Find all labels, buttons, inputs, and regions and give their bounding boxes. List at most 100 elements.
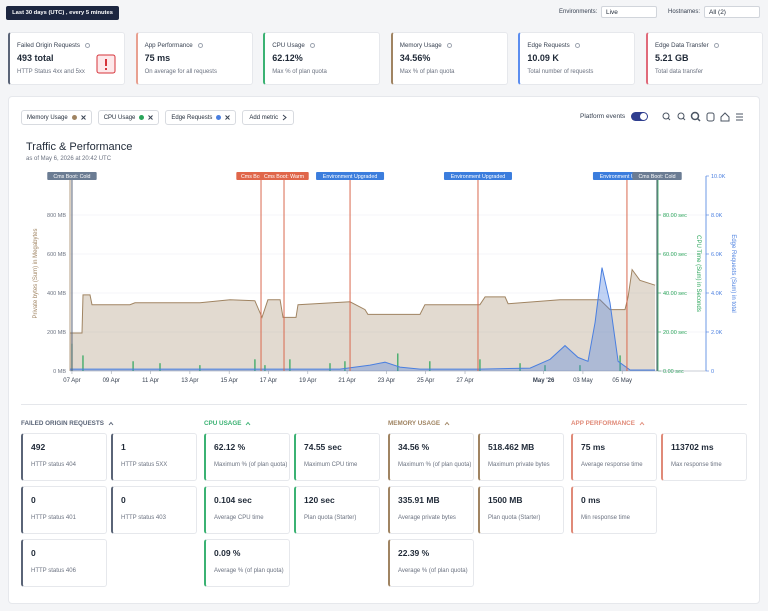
- x-tick-label: 27 Apr: [456, 378, 473, 384]
- summary-card[interactable]: App Performance 75 ms On average for all r…: [135, 32, 253, 85]
- card-note: Max % of plan quota: [399, 69, 455, 75]
- area-fill: [70, 267, 656, 371]
- metric-label: Average response time: [581, 462, 643, 468]
- event-badge: [443, 172, 512, 180]
- metric-label: Maximum % (of plan quota): [398, 462, 472, 468]
- y-tick-label: 800 MB: [47, 213, 66, 219]
- environment-select[interactable]: Live: [601, 6, 657, 18]
- chart: 0 MB 200 MB 400 MB 600 MB 800 MB 0.00 sec 20.0…: [33, 172, 736, 384]
- help-icon: [713, 42, 719, 48]
- metric-card: 0.09 % Average % (of plan quota): [204, 539, 290, 587]
- event-label: Environment Upgraded: [600, 174, 655, 180]
- metric-value: 0 ms: [581, 495, 601, 505]
- y2-tick-label: 40.00 sec: [663, 291, 687, 297]
- event-label: Cms Boot: Cold: [53, 174, 90, 180]
- metric-label: Max response time: [671, 462, 722, 468]
- card-title: Failed Origin Requests: [17, 42, 90, 49]
- hostnames-label: Hostnames:: [668, 9, 701, 15]
- metric-label: HTTP status 401: [31, 515, 76, 521]
- y3-tick-label: 4.0K: [711, 291, 723, 297]
- section-header[interactable]: CPU USAGE: [204, 420, 251, 427]
- help-icon: [197, 42, 203, 48]
- time-range-button[interactable]: Last 30 days (UTC) , every 5 minutes: [6, 6, 119, 20]
- chip-label: Memory Usage: [27, 114, 68, 121]
- collapse-icon[interactable]: [108, 421, 114, 426]
- collapse-icon[interactable]: [444, 421, 450, 426]
- section-header[interactable]: MEMORY USAGE: [388, 420, 450, 427]
- metric-chip[interactable]: Memory Usage: [21, 110, 92, 125]
- x-tick-label: 07 Apr: [63, 378, 80, 384]
- remove-icon[interactable]: [148, 115, 154, 120]
- series-line: [70, 267, 656, 371]
- section-title: MEMORY USAGE: [388, 420, 441, 427]
- home-icon[interactable]: [720, 112, 730, 122]
- menu-icon[interactable]: [736, 113, 743, 121]
- section-title: FAILED ORIGIN REQUESTS: [21, 420, 104, 427]
- metric-value: 0.104 sec: [214, 495, 252, 505]
- y3-axis-label: Edge Requests (Sum) in total: [730, 234, 736, 312]
- help-icon: [446, 42, 452, 48]
- remove-icon[interactable]: [225, 115, 231, 120]
- y3-tick-label: 0: [711, 369, 714, 375]
- y-tick-label: 400 MB: [47, 291, 66, 297]
- y-tick-label: 600 MB: [47, 252, 66, 258]
- chart-toolbar: [662, 111, 743, 122]
- summary-card[interactable]: CPU Usage 62.12% Max % of plan quota: [263, 32, 381, 85]
- metric-value: 75 ms: [581, 442, 606, 452]
- event-label: Cms Boot: Warm: [264, 174, 305, 180]
- metric-card: 1 HTTP status 5XX: [111, 433, 197, 481]
- metric-card: 62.12 % Maximum % (of plan quota): [204, 433, 290, 481]
- hostname-select[interactable]: All (2): [704, 6, 760, 18]
- add-metric-chip[interactable]: Add metric: [242, 110, 295, 125]
- platform-events-toggle[interactable]: [631, 112, 648, 121]
- metric-label: Maximum CPU time: [304, 462, 358, 468]
- y-axis-label: Private bytes (Sum) in Megabytes: [33, 228, 39, 318]
- metric-chip[interactable]: CPU Usage: [97, 110, 160, 125]
- summary-card[interactable]: Failed Origin Requests 493 total HTTP Stat…: [8, 32, 125, 85]
- y3-tick-label: 6.0K: [711, 252, 723, 258]
- metric-value: 335.91 MB: [398, 495, 440, 505]
- event-label: Environment Upgraded: [323, 174, 378, 180]
- legend-dot: [139, 115, 145, 120]
- y2-tick-label: 80.00 sec: [663, 213, 687, 219]
- collapse-icon[interactable]: [245, 421, 251, 426]
- metric-label: Average CPU time: [214, 515, 264, 521]
- zoom-out-icon[interactable]: [677, 112, 686, 121]
- metric-value: 113702 ms: [671, 442, 714, 452]
- metric-card: 0 HTTP status 401: [21, 486, 107, 534]
- zoom-in-icon[interactable]: [662, 112, 671, 121]
- pan-icon[interactable]: [706, 112, 715, 122]
- x-tick-label: 09 Apr: [103, 378, 120, 384]
- metric-card: 1500 MB Plan quota (Starter): [478, 486, 564, 534]
- card-note: On average for all requests: [144, 69, 217, 75]
- metric-value: 0: [31, 548, 36, 558]
- x-tick-label: 03 May: [573, 378, 593, 384]
- chart-subtitle: as of May 6, 2026 at 20:42 UTC: [26, 156, 112, 162]
- card-title: CPU Usage: [272, 42, 315, 49]
- metric-card: 492 HTTP status 404: [21, 433, 107, 481]
- y-tick-label: 0 MB: [53, 369, 66, 375]
- metric-label: Min response time: [581, 515, 631, 521]
- x-tick-label: May '26: [533, 378, 555, 384]
- card-title: Edge Requests: [527, 42, 580, 49]
- metric-value: 34.56 %: [398, 442, 430, 452]
- metric-chips: Memory Usage CPU Usage Edge Requests Add me…: [21, 110, 295, 125]
- summary-card[interactable]: Memory Usage 34.56% Max % of plan quota: [390, 32, 508, 85]
- metric-value: 62.12 %: [214, 442, 246, 452]
- metric-label: Maximum private bytes: [488, 462, 550, 468]
- card-value: 34.56%: [399, 53, 431, 63]
- summary-card[interactable]: Edge Data Transfer 5.21 GB Total data tran…: [646, 32, 763, 85]
- metric-value: 0: [31, 495, 36, 505]
- chart-title: Traffic & Performance: [26, 141, 133, 153]
- summary-card[interactable]: Edge Requests 10.09 K Total number of requ…: [518, 32, 636, 85]
- search-icon[interactable]: [690, 111, 701, 122]
- section-header[interactable]: APP PERFORMANCE: [571, 420, 645, 427]
- metric-card: 74.55 sec Maximum CPU time: [294, 433, 380, 481]
- section-header[interactable]: FAILED ORIGIN REQUESTS: [21, 420, 114, 427]
- remove-icon[interactable]: [80, 115, 86, 120]
- metric-label: Average % (of plan quota): [398, 568, 468, 574]
- metric-chip[interactable]: Edge Requests: [165, 110, 237, 125]
- collapse-icon[interactable]: [639, 421, 645, 426]
- card-note: Max % of plan quota: [272, 69, 327, 75]
